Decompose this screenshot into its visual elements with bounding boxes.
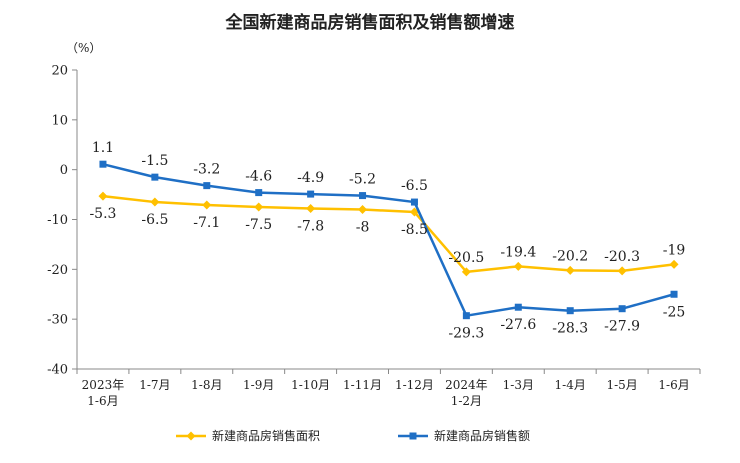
data-point xyxy=(410,198,418,206)
series-group xyxy=(98,160,679,320)
data-point xyxy=(203,182,211,190)
data-label: -7.5 xyxy=(245,217,272,233)
legend: 新建商品房销售面积 新建商品房销售额 xyxy=(176,428,530,443)
data-label: -25 xyxy=(663,304,686,320)
data-point xyxy=(98,191,108,201)
y-tick-label: 20 xyxy=(51,64,68,79)
x-tick-label: 1-8月 xyxy=(191,378,222,392)
data-point xyxy=(202,200,212,210)
data-label: -28.3 xyxy=(552,321,588,337)
data-label: -5.3 xyxy=(89,206,116,222)
data-point xyxy=(151,173,159,181)
data-label: -4.9 xyxy=(297,170,324,186)
data-point xyxy=(513,261,523,271)
y-tick-label: -20 xyxy=(47,263,68,278)
data-label: -1.5 xyxy=(141,153,168,169)
data-label: -27.6 xyxy=(500,317,536,333)
x-tick-label: 1-4月 xyxy=(555,378,586,392)
series-line-0 xyxy=(102,194,675,274)
legend-label: 新建商品房销售额 xyxy=(434,428,530,443)
y-ticks: 20 10 0 -10 -20 -30 -40 xyxy=(47,64,77,378)
y-tick-label: -40 xyxy=(47,363,68,378)
data-point xyxy=(618,305,626,313)
data-point xyxy=(358,205,368,215)
data-label: -29.3 xyxy=(448,326,484,342)
x-tick-label: 1-6月 xyxy=(658,378,689,392)
data-label: -6.5 xyxy=(401,178,428,194)
x-tick-label: 1-5月 xyxy=(606,378,637,392)
data-label: -4.6 xyxy=(245,169,272,185)
series-line-1 xyxy=(102,162,675,317)
data-point xyxy=(670,290,678,298)
data-point xyxy=(462,312,470,320)
data-label: -8.5 xyxy=(401,222,428,238)
data-point xyxy=(150,197,160,207)
data-label: -27.9 xyxy=(604,319,640,335)
data-label: -7.8 xyxy=(297,219,324,235)
x-tick-label: 1-3月 xyxy=(503,378,534,392)
data-label: -3.2 xyxy=(193,162,220,178)
data-point xyxy=(617,266,627,276)
legend-label: 新建商品房销售面积 xyxy=(212,428,320,443)
data-label: -19.4 xyxy=(500,244,536,260)
y-tick-label: 10 xyxy=(51,113,68,128)
y-tick-label: -10 xyxy=(47,213,68,228)
data-label: 1.1 xyxy=(92,140,114,156)
data-label: -19 xyxy=(663,242,686,258)
x-tick-label: 1-12月 xyxy=(395,378,434,392)
x-tick-label: 1-11月 xyxy=(343,378,382,392)
y-tick-label: -30 xyxy=(47,313,68,328)
data-point xyxy=(669,259,679,269)
data-point xyxy=(255,189,263,197)
data-point xyxy=(99,160,107,168)
legend-marker xyxy=(186,431,196,441)
x-tick-label: 1-10月 xyxy=(291,378,330,392)
data-label: -7.1 xyxy=(193,215,220,231)
data-label: -5.2 xyxy=(349,172,376,188)
x-tick-label: 1-9月 xyxy=(243,378,274,392)
data-point xyxy=(254,202,264,212)
data-label: -20.3 xyxy=(604,249,640,265)
x-tick-label: 1-2月 xyxy=(451,394,482,408)
x-tick-label: 1-6月 xyxy=(87,394,118,408)
y-tick-label: 0 xyxy=(60,163,68,178)
data-label: -8 xyxy=(356,220,370,236)
data-label: -20.5 xyxy=(448,250,484,266)
x-categories: 2023年 1-6月 1-7月 1-8月 1-9月 1-10月 1-11月 1-12月 2024… xyxy=(76,369,701,408)
x-tick-label: 1-7月 xyxy=(139,378,170,392)
x-tick-label: 2023年 xyxy=(82,378,125,392)
data-point xyxy=(461,267,471,277)
data-point xyxy=(514,303,522,311)
data-point xyxy=(306,204,316,214)
data-point xyxy=(565,265,575,275)
data-point xyxy=(359,192,367,200)
data-point xyxy=(566,307,574,315)
data-label: -20.2 xyxy=(552,248,588,264)
legend-marker xyxy=(409,432,417,440)
x-tick-label: 2024年 xyxy=(445,378,488,392)
chart-title: 全国新建商品房销售面积及销售额增速 xyxy=(225,13,515,33)
y-axis-unit: （%） xyxy=(66,41,101,55)
data-point xyxy=(307,190,315,198)
data-label: -6.5 xyxy=(141,212,168,228)
data-labels: -5.3 -6.5 -7.1 -7.5 -7.8 -8 -8.5 -20.5 -19.4 -20.… xyxy=(89,140,685,341)
